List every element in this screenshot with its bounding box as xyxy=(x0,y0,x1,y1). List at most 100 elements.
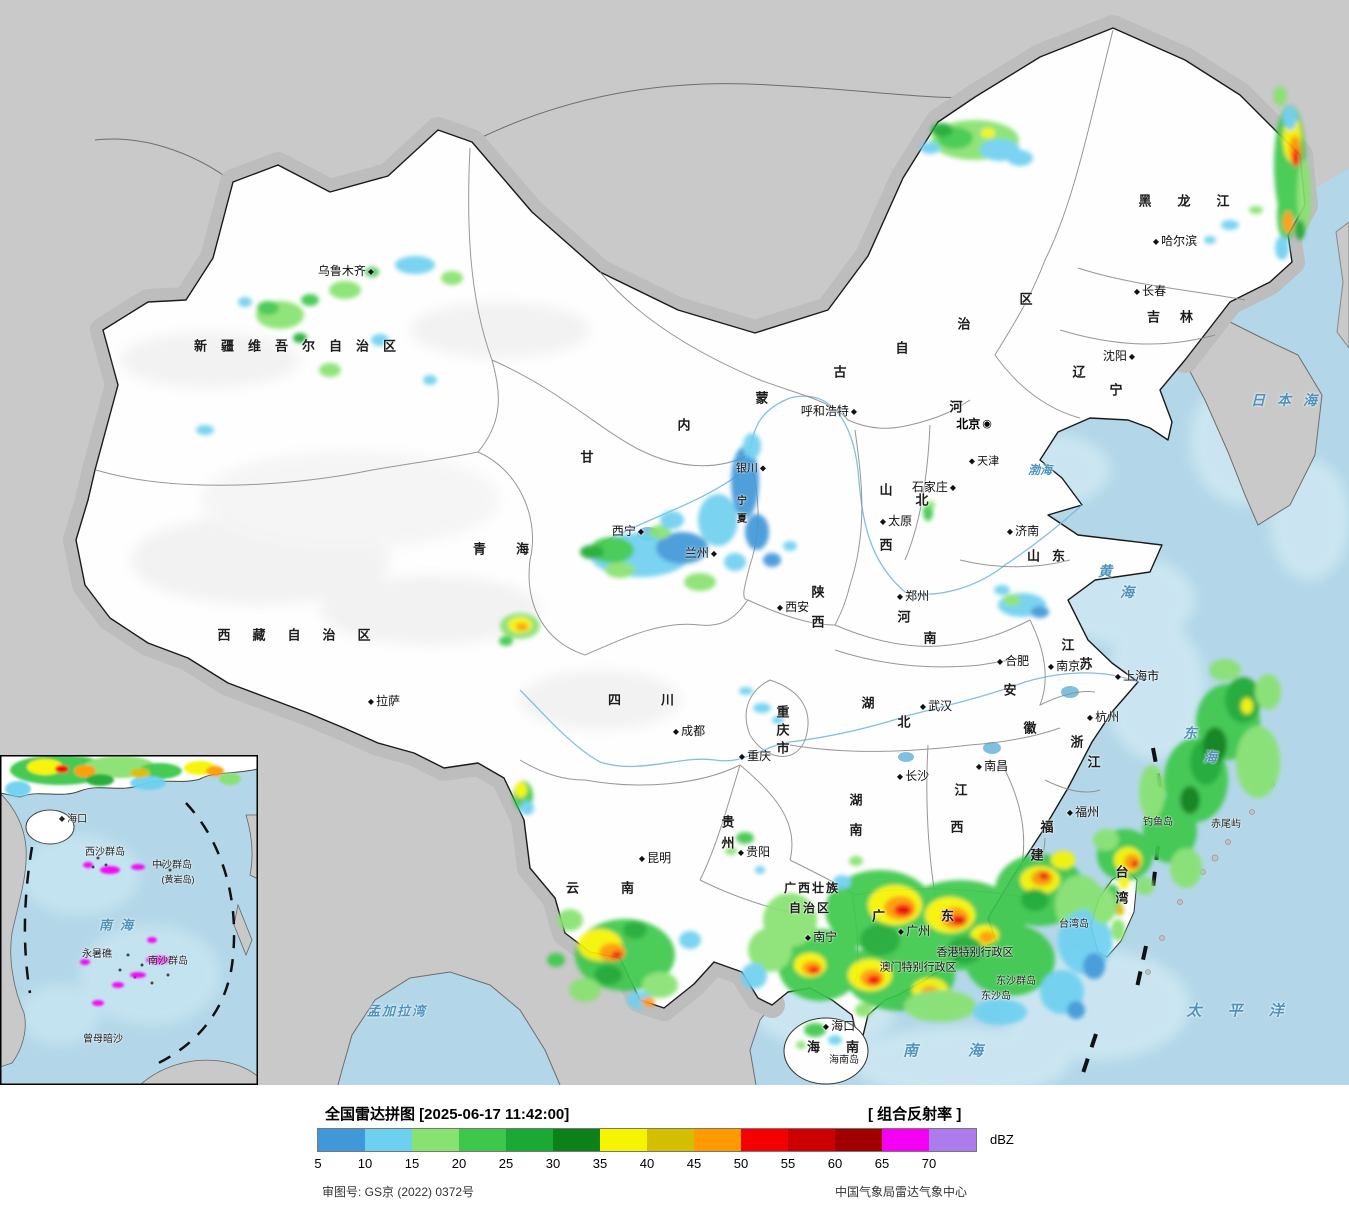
radar-echo-35dbz xyxy=(1241,698,1253,714)
radar-echo-25dbz xyxy=(1295,220,1305,240)
radar-echo-5dbz xyxy=(656,532,708,564)
radar-echo-15dbz xyxy=(855,1003,873,1017)
radar-echo-20dbz xyxy=(736,832,754,844)
radar-echo-10dbz xyxy=(994,585,1010,595)
radar-echo-65dbz xyxy=(130,972,146,978)
radar-echo-10dbz xyxy=(423,375,437,385)
radar-echo-45dbz xyxy=(599,943,625,961)
radar-echo-40dbz xyxy=(1116,904,1124,916)
terrain-shading xyxy=(120,302,680,730)
legend-cell-30 xyxy=(553,1129,600,1151)
japan-coast xyxy=(1335,221,1349,349)
legend-panel: 全国雷达拼图 [2025-06-17 11:42:00] [ 组合反射率 ] 5… xyxy=(0,1085,1349,1208)
legend-tick-50: 50 xyxy=(733,1156,749,1171)
radar-echo-10dbz xyxy=(196,425,214,435)
radar-echo-10dbz xyxy=(1204,236,1216,244)
radar-echo-10dbz xyxy=(395,256,435,274)
radar-echo-15dbz xyxy=(1170,848,1202,888)
radar-echo-15dbz xyxy=(441,271,463,285)
radar-echo-15dbz xyxy=(796,1041,806,1049)
radar-echo-10dbz xyxy=(5,781,31,797)
radar-echo-50dbz xyxy=(1039,872,1049,880)
radar-echo-25dbz xyxy=(594,965,622,985)
legend-cell-70 xyxy=(929,1129,976,1151)
radar-echo-5dbz xyxy=(731,446,759,518)
radar-echo-10dbz xyxy=(238,297,252,307)
radar-echo-65dbz xyxy=(112,982,124,988)
inset-vietnam xyxy=(0,792,27,1068)
radar-echo-25dbz xyxy=(293,333,307,343)
south-china-sea-inset xyxy=(0,755,258,1085)
radar-echo-45dbz xyxy=(641,997,655,1007)
radar-echo-50dbz xyxy=(867,975,881,985)
radar-echo-65dbz xyxy=(100,866,120,874)
radar-echo-15dbz xyxy=(1273,86,1287,106)
legend-tick-70: 70 xyxy=(921,1156,937,1171)
inset-nine-dash-line xyxy=(23,802,236,1069)
radar-echo-10dbz xyxy=(772,716,784,724)
radar-echo-50dbz xyxy=(1131,860,1139,868)
radar-echo-30dbz xyxy=(1180,786,1200,814)
radar-echo-5dbz xyxy=(1031,606,1049,618)
radar-echo-10dbz xyxy=(1221,220,1239,230)
radar-echo-10dbz xyxy=(698,494,738,546)
radar-echo-40dbz xyxy=(130,768,150,778)
legend-tick-20: 20 xyxy=(451,1156,467,1171)
radar-echo-15dbz xyxy=(1136,877,1154,895)
inset-frame xyxy=(0,755,258,1085)
radar-echo-30dbz xyxy=(1203,727,1227,763)
radar-echo-25dbz xyxy=(1021,889,1049,911)
legend-cell-35 xyxy=(600,1129,647,1151)
legend-cell-50 xyxy=(741,1129,788,1151)
radar-echo-20dbz xyxy=(804,1023,826,1037)
radar-echo-20dbz xyxy=(257,301,279,315)
legend-cell-15 xyxy=(412,1129,459,1151)
ryukyu-islands xyxy=(1145,781,1275,975)
radar-echo-15dbz xyxy=(684,573,716,591)
radar-echo-20dbz xyxy=(499,636,513,646)
legend-cell-5 xyxy=(318,1129,365,1151)
radar-echo-45dbz xyxy=(516,623,528,631)
radar-echo-15dbz xyxy=(1236,726,1280,798)
radar-echo-5dbz xyxy=(1067,1001,1085,1019)
radar-echo-10dbz xyxy=(371,334,389,346)
radar-echo-65dbz xyxy=(131,864,145,870)
inset-palawan xyxy=(233,903,253,957)
radar-echo-35dbz xyxy=(27,759,63,775)
legend-unit: dBZ xyxy=(990,1132,1014,1147)
radar-echo-5dbz xyxy=(763,553,781,567)
radar-echo-15dbz xyxy=(1139,765,1165,819)
radar-echo-15dbz xyxy=(569,978,601,1002)
radar-echo-15dbz xyxy=(725,847,737,855)
radar-echo-25dbz xyxy=(860,924,900,956)
radar-echo-65dbz xyxy=(147,937,157,943)
radar-echo-50dbz xyxy=(611,951,623,959)
radar-echo-15dbz xyxy=(1255,674,1281,710)
radar-echo-35dbz xyxy=(1051,851,1075,869)
radar-echo-20dbz xyxy=(365,267,379,277)
radar-echo-35dbz xyxy=(1119,875,1129,889)
radar-echo-10dbz xyxy=(1283,106,1297,130)
radar-echo-10dbz xyxy=(660,511,684,529)
radar-echo-15dbz xyxy=(1093,829,1119,851)
radar-echo-55dbz xyxy=(902,909,908,913)
radar-echo-15dbz xyxy=(904,990,976,1022)
inset-hainan xyxy=(25,809,75,845)
radar-echo-45dbz xyxy=(74,765,96,777)
legend-tick-60: 60 xyxy=(827,1156,843,1171)
radar-echo-10dbz xyxy=(828,1035,842,1045)
radar-echo-10dbz xyxy=(833,875,851,889)
legend-cell-45 xyxy=(694,1129,741,1151)
radar-echo-60dbz xyxy=(957,919,963,923)
legend-cell-25 xyxy=(506,1129,553,1151)
legend-colorbar xyxy=(317,1128,977,1152)
legend-tick-25: 25 xyxy=(498,1156,514,1171)
radar-echo-15dbz xyxy=(219,773,241,785)
hainan-island xyxy=(783,1017,869,1085)
radar-echo-15dbz xyxy=(1209,659,1241,681)
inset-borneo xyxy=(139,1059,258,1085)
radar-echo-layer xyxy=(196,86,1311,1049)
radar-echo-10dbz xyxy=(130,776,166,790)
agency-credit: 中国气象局雷达气象中心 xyxy=(835,1185,968,1199)
